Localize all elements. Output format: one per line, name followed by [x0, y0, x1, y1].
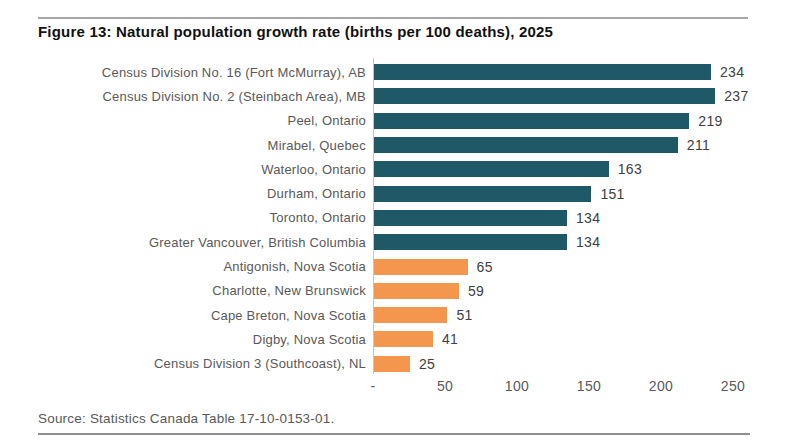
- bar-row: Digby, Nova Scotia 41: [0, 327, 800, 351]
- x-axis-tick: 200: [649, 378, 673, 394]
- bar-row: Waterloo, Ontario 163: [0, 157, 800, 181]
- bar: [374, 64, 711, 80]
- bar: [374, 307, 447, 323]
- category-label: Charlotte, New Brunswick: [0, 283, 366, 298]
- bar: [374, 186, 591, 202]
- bar: [374, 113, 689, 129]
- figure-title: Figure 13: Natural population growth rat…: [38, 23, 778, 40]
- category-label: Census Division No. 16 (Fort McMurray), …: [0, 65, 366, 80]
- bar-row: Greater Vancouver, British Columbia 134: [0, 230, 800, 254]
- category-label: Durham, Ontario: [0, 186, 366, 201]
- value-label: 134: [576, 210, 600, 226]
- bar-chart: Census Division No. 16 (Fort McMurray), …: [0, 60, 800, 376]
- value-label: 59: [468, 283, 484, 299]
- bar: [374, 234, 567, 250]
- bar-row: Census Division 3 (Southcoast), NL 25: [0, 352, 800, 376]
- bar: [374, 331, 433, 347]
- category-label: Census Division No. 2 (Steinbach Area), …: [0, 89, 366, 104]
- value-label: 41: [442, 331, 458, 347]
- value-label: 211: [687, 137, 710, 153]
- top-rule: [38, 17, 748, 19]
- bar: [374, 356, 410, 372]
- value-label: 163: [618, 161, 642, 177]
- category-label: Digby, Nova Scotia: [0, 332, 366, 347]
- bar: [374, 283, 459, 299]
- category-label: Census Division 3 (Southcoast), NL: [0, 356, 366, 371]
- category-label: Cape Breton, Nova Scotia: [0, 308, 366, 323]
- bar-row: Cape Breton, Nova Scotia 51: [0, 303, 800, 327]
- bar-row: Mirabel, Quebec 211: [0, 133, 800, 157]
- category-label: Peel, Ontario: [0, 113, 366, 128]
- value-label: 25: [419, 356, 435, 372]
- x-axis-tick: 150: [577, 378, 601, 394]
- bar-row: Charlotte, New Brunswick 59: [0, 279, 800, 303]
- value-label: 237: [724, 88, 748, 104]
- value-label: 65: [477, 259, 493, 275]
- value-label: 151: [600, 186, 624, 202]
- bar-row: Census Division No. 2 (Steinbach Area), …: [0, 84, 800, 108]
- source-note: Source: Statistics Canada Table 17-10-01…: [38, 411, 334, 426]
- x-axis-tick: 50: [437, 378, 453, 394]
- category-label: Antigonish, Nova Scotia: [0, 259, 366, 274]
- bar-row: Toronto, Ontario 134: [0, 206, 800, 230]
- bar: [374, 88, 715, 104]
- bar-row: Peel, Ontario 219: [0, 109, 800, 133]
- bar-row: Durham, Ontario 151: [0, 181, 800, 205]
- bar: [374, 210, 567, 226]
- x-axis-tick: -: [371, 378, 376, 394]
- bar: [374, 161, 609, 177]
- x-axis-tick: 250: [721, 378, 745, 394]
- value-label: 134: [576, 234, 600, 250]
- bar-row: Census Division No. 16 (Fort McMurray), …: [0, 60, 800, 84]
- bottom-rule: [38, 433, 750, 435]
- value-label: 234: [720, 64, 744, 80]
- category-label: Mirabel, Quebec: [0, 138, 366, 153]
- bar-row: Antigonish, Nova Scotia 65: [0, 254, 800, 278]
- value-label: 51: [456, 307, 472, 323]
- value-label: 219: [698, 113, 722, 129]
- x-axis-tick: 100: [505, 378, 529, 394]
- bar: [374, 137, 678, 153]
- bar: [374, 259, 468, 275]
- category-label: Toronto, Ontario: [0, 210, 366, 225]
- category-label: Greater Vancouver, British Columbia: [0, 235, 366, 250]
- y-axis-line: [373, 58, 374, 374]
- category-label: Waterloo, Ontario: [0, 162, 366, 177]
